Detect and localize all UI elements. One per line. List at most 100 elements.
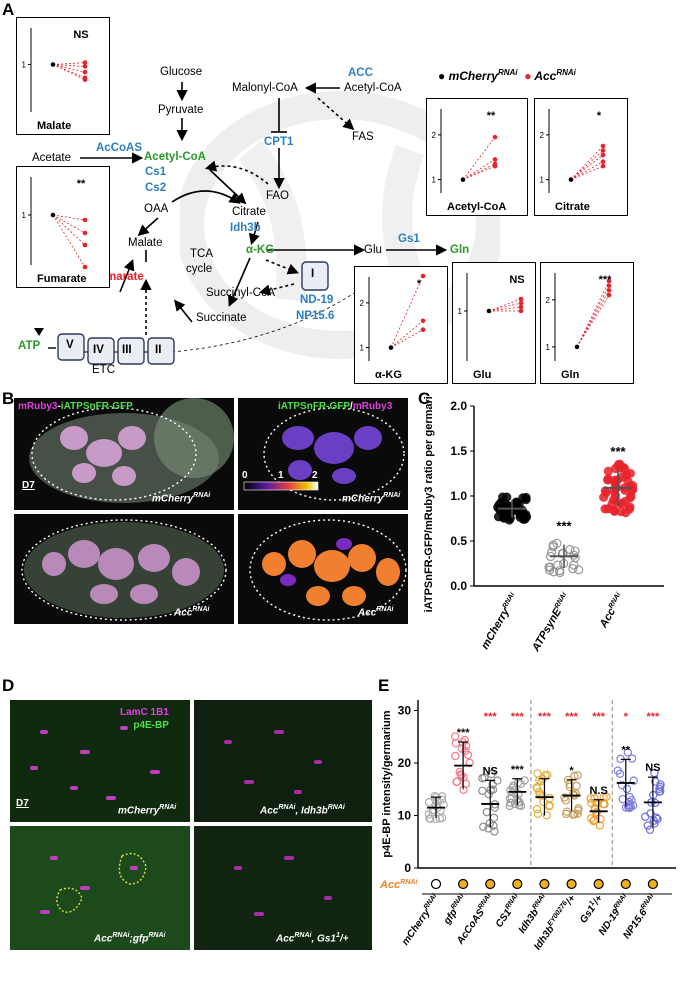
e-point-6-17 [595,821,605,830]
e-sig-red-3: *** [511,711,525,723]
e-point-5-16 [568,810,578,819]
legend-a-treated: Acc [534,69,557,83]
e-xlabel-0: mCherryRNAi [399,892,443,947]
met-oaa: OAA [144,203,169,215]
mini-ticklabel-acetylcoa-0: 2 [432,131,437,140]
e-point-6-15 [587,814,596,823]
mini-point-treated-malate-4 [82,77,88,82]
e-point-5-11 [574,804,583,813]
c-ticklabel-3: 1.5 [450,444,467,458]
pathway-arrows [34,82,448,365]
mini-point-treated-glu-1 [518,300,524,306]
met-glu: Glu [364,244,382,256]
e-point-4-14 [532,804,542,814]
e-point-4-4 [542,811,551,820]
e-ticklabel-0: 0 [404,861,411,875]
mini-ticklabel-citrate-0: 2 [540,131,545,140]
mini-point-treated-citrate-1 [600,148,606,153]
e-acc-mark-5 [566,878,577,890]
c-ticklabel-4: 2.0 [450,399,467,413]
ch-iatpsnfr: iATPSnFR-GFP [60,401,133,412]
e-point-8-15 [655,784,664,794]
panel-letter-c: C [418,389,431,408]
e-point-3-17 [505,794,515,803]
c-xlabel-1: ATPsynERNAi [529,591,573,655]
e-point-5-15 [568,789,578,799]
legend-a-control-sup: RNAi [497,68,518,77]
e-point-2-5 [478,786,487,795]
met-gln: Gln [450,244,470,256]
e-point-2-13 [484,824,493,833]
mini-sig-gln: *** [599,274,613,286]
mini-point-control-citrate [568,177,574,182]
met-fas: FAS [352,131,374,143]
mini-ticklabel-akg-1: 1 [360,344,365,353]
e-acc-mark-0 [430,878,442,890]
e-point-4-0 [539,797,548,807]
mini-svg-acetylcoa: 2 1 ** Acetyl-CoA [432,109,506,213]
mini-link-fumarate-2 [52,214,86,246]
mini-sig-acetylcoa: ** [487,110,496,122]
c-point-1-2 [574,565,584,575]
mini-point-treated-malate-2 [82,69,88,75]
mini-link-akg-2 [390,329,424,348]
e-point-2-8 [488,780,497,789]
e-sig-3: *** [511,764,525,776]
mini-sig-citrate: * [597,110,602,122]
geno-d-2: AccRNAi, Idh3bRNAi [260,804,345,817]
ch-dash: - [57,401,61,412]
mini-plot-acetylcoa: 2 1 ** Acetyl-CoA [426,98,528,216]
e-point-0-5 [437,795,447,805]
mini-link-malate-2 [52,64,86,73]
mini-point-treated-citrate-3 [600,159,606,165]
mini-link-glu-2 [488,306,522,312]
e-point-5-17 [560,793,569,802]
e-point-4-15 [545,793,554,803]
e-acc-mark-8 [647,878,658,890]
e-point-2-9 [489,813,499,823]
e-point-0-6 [435,814,445,823]
e-acc-mark-2 [485,878,496,890]
mini-point-treated-akg-2 [420,327,426,333]
mini-label-citrate: Citrate [555,201,590,213]
e-point-0-15 [430,791,439,801]
scale-d7-d: D7 [16,798,29,809]
mini-label-akg: α-KG [375,369,402,381]
c-ticklabel-1: 0.5 [450,534,467,548]
e-sig-7: ** [621,744,630,756]
c-xlabel-2: AccRNAi [597,591,627,631]
mini-label-glu: Glu [473,369,491,381]
e-point-8-14 [656,780,665,789]
c-point-2-34 [599,492,609,502]
e-point-8-1 [645,825,655,834]
etc-label: ETC [92,364,115,376]
e-point-4-17 [535,790,545,800]
enz-nd19: ND-19 [300,294,334,306]
micro-d-1: LamC 1B1 p4E-BP D7 mCherryRNAi [10,700,190,822]
c-point-1-17 [555,565,565,576]
e-sig-red-7: * [624,711,629,723]
c-point-0-43 [514,499,524,509]
e-point-3-5 [506,798,515,808]
mini-point-treated-gln-2 [606,288,612,293]
mini-point-treated-fumarate-0 [82,217,88,223]
c-point-0-44 [521,509,531,520]
etc-complex-i: I [311,268,315,280]
tca-label-2: cycle [186,263,213,275]
cbar-0: 0 [242,470,248,481]
mini-point-treated-glu-3 [518,308,524,314]
mini-label-fumarate: Fumarate [37,273,87,285]
e-sig-6: N.S [589,785,607,797]
mini-link-akg-1 [390,320,424,348]
enz-np156: NP15.6 [296,310,335,322]
mini-link-malate-4 [52,64,86,81]
e-point-1-14 [456,770,465,779]
legend-a-control: mCherry [448,69,498,83]
geno-b-acc-2: AccRNAi [358,606,394,619]
c-point-1-4 [558,548,568,559]
c-point-2-39 [625,493,635,503]
e-point-7-16 [624,802,633,812]
enz-gs1: Gs1 [398,233,420,245]
e-point-2-14 [487,769,496,779]
mini-sig-glu: NS [509,274,524,286]
